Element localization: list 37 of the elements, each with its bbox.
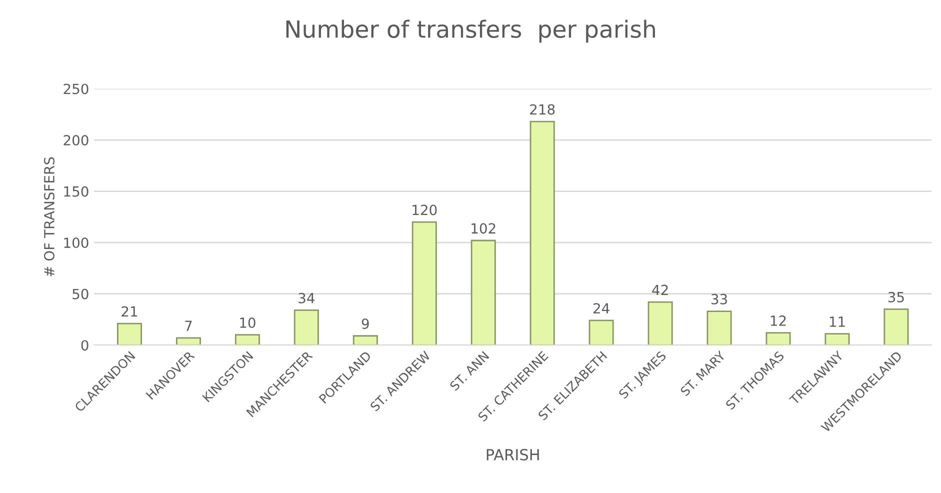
bar	[234, 334, 260, 346]
bar	[648, 301, 673, 346]
data-label: 21	[122, 306, 138, 317]
bar	[884, 308, 909, 346]
data-label: 102	[472, 223, 496, 234]
bar	[176, 337, 201, 346]
bar	[588, 320, 614, 346]
data-label: 11	[830, 316, 845, 327]
data-label: 12	[770, 315, 786, 326]
data-label: 42	[652, 284, 668, 295]
bar	[706, 310, 732, 346]
bar	[824, 333, 850, 346]
data-label: 35	[888, 292, 904, 302]
y-tick-label: 0	[81, 340, 88, 351]
data-label: 7	[185, 320, 192, 331]
chart-title: Number of transfers per parish	[286, 20, 655, 43]
y-tick-label: 50	[72, 288, 88, 300]
data-label: 33	[711, 294, 727, 304]
y-tick-label: 150	[64, 186, 88, 197]
bar	[116, 322, 142, 346]
y-tick-label: 100	[64, 238, 88, 248]
data-label: 24	[593, 303, 610, 314]
bar	[294, 310, 319, 346]
y-tick-label: 250	[64, 84, 88, 94]
bar	[766, 332, 791, 346]
x-axis-title: PARISH	[486, 448, 539, 460]
bar	[412, 221, 437, 346]
bar	[530, 120, 555, 346]
data-label: 10	[240, 317, 256, 328]
data-label: 34	[298, 292, 314, 304]
data-label: 9	[362, 318, 369, 330]
bar	[470, 240, 496, 346]
y-tick-label: 200	[64, 134, 88, 146]
y-axis-title: # OF TRANSFERS	[44, 157, 54, 276]
bar	[352, 335, 378, 346]
data-label: 218	[530, 104, 555, 115]
data-label: 120	[412, 204, 437, 216]
